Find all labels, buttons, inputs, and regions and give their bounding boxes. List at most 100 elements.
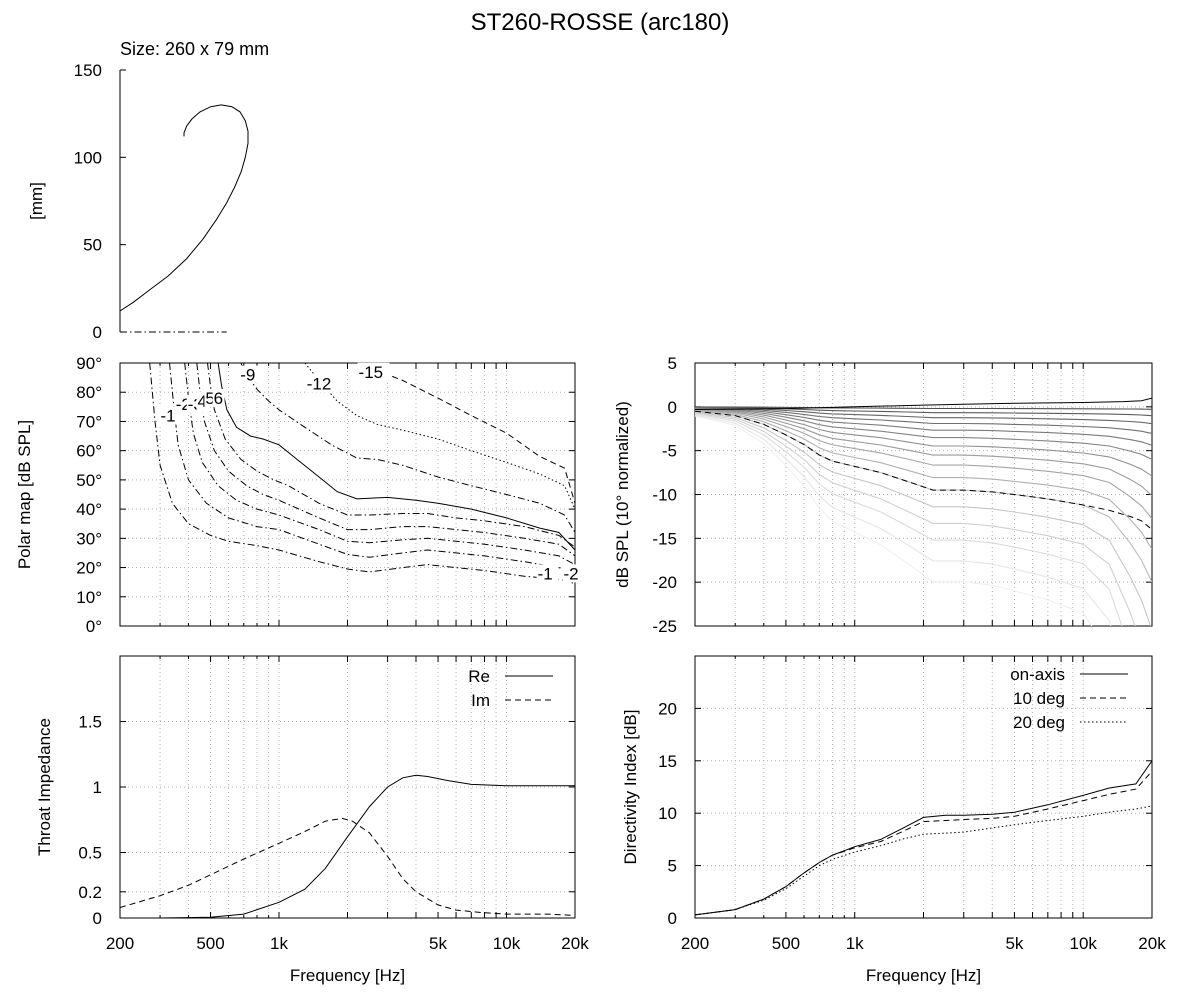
polar-contour-label-bg [239, 365, 262, 384]
directivity-ytick-label: 20 [658, 699, 677, 718]
normalized-ylabel: dB SPL (10° normalized) [613, 401, 632, 588]
polar-ytick-label: 20° [76, 559, 102, 578]
polar-ytick-label: 40° [76, 500, 102, 519]
normalized-ytick-label: -25 [652, 617, 677, 636]
impedance-xtick-label: 500 [196, 934, 224, 953]
directivity-series-10-deg [694, 770, 1153, 916]
figure-title: ST260-ROSSE (arc180) [471, 9, 730, 36]
polar-series--1 [149, 363, 575, 585]
normalized-family-curve [695, 407, 1152, 460]
polar-series-6 [217, 363, 575, 551]
normalized-family-curve [695, 408, 1152, 477]
polar-contour-label: 4 [197, 392, 206, 411]
directivity-xtick-label: 200 [681, 934, 709, 953]
impedance-legend-label: Im [471, 691, 490, 710]
normalized-family-curve [695, 406, 1152, 425]
directivity-legend-label: 20 deg [1013, 713, 1065, 732]
normalized-family-curve [695, 409, 1152, 519]
directivity-xtick-label: 500 [772, 934, 800, 953]
polar-ytick-label: 10° [76, 588, 102, 607]
profile-ytick-label: 50 [83, 236, 102, 255]
directivity-xtick-label: 20k [1138, 934, 1166, 953]
directivity-series-20-deg [694, 805, 1153, 916]
impedance-xtick-label: 1k [270, 934, 288, 953]
polar-series-5 [207, 363, 575, 548]
normalized-ytick-label: -5 [662, 442, 677, 461]
impedance-xtick-label: 20k [561, 934, 589, 953]
normalized-family-curve [695, 411, 1152, 626]
polar-series--15 [365, 363, 575, 504]
normalized-ytick-label: 5 [668, 354, 677, 373]
directivity-xlabel: Frequency [Hz] [866, 966, 981, 985]
polar-series--2 [169, 363, 575, 574]
directivity-xtick-label: 1k [846, 934, 864, 953]
polar-series-4 [196, 363, 575, 557]
polar-ylabel: Polar map [dB SPL] [15, 420, 34, 569]
normalized-frame [694, 362, 1153, 627]
impedance-xtick-label: 5k [429, 934, 447, 953]
normalized-ytick-label: 0 [668, 398, 677, 417]
polar-contour-label: 6 [214, 389, 223, 408]
directivity-ylabel: Directivity Index [dB] [621, 710, 640, 865]
directivity-legend-label: on-axis [1010, 665, 1065, 684]
normalized-ytick-label: -10 [652, 486, 677, 505]
polar-contour-label: -2 [563, 564, 578, 583]
normalized-family-curve [695, 410, 1152, 550]
normalized-family-curve [695, 408, 1152, 497]
polar-ytick-label: 90° [76, 354, 102, 373]
impedance-series-Im [119, 817, 576, 916]
polar-contour-label-bg [536, 564, 559, 583]
directivity-ytick-label: 15 [658, 752, 677, 771]
polar-contour-label-bg [357, 362, 390, 381]
impedance-frame [119, 655, 576, 919]
profile-ylabel: [mm] [27, 182, 46, 220]
polar-contour-label-bg [212, 389, 225, 408]
normalized-series-on-axis [695, 397, 1152, 410]
normalized-family-curve [695, 407, 1152, 446]
polar-contour-label: 5 [205, 389, 214, 408]
polar-ytick-label: 60° [76, 442, 102, 461]
impedance-ytick-label: 1 [93, 778, 102, 797]
polar-series--9 [240, 363, 575, 533]
normalized-ytick-label: -15 [652, 529, 677, 548]
polar-contour-label: -15 [359, 363, 384, 382]
polar-contour-label: -12 [307, 374, 332, 393]
normalized-family-curve [695, 415, 1093, 626]
profile-ytick-label: 150 [74, 61, 102, 80]
polar-ytick-label: 80° [76, 383, 102, 402]
polar-ytick-label: 50° [76, 471, 102, 490]
polar-contour-label: -9 [240, 366, 255, 385]
directivity-frame [694, 655, 1153, 919]
size-label: Size: 260 x 79 mm [120, 39, 269, 59]
polar-contour-label-bg [562, 564, 585, 583]
polar-contour-label-bg [305, 374, 338, 393]
polar-ytick-label: 70° [76, 412, 102, 431]
directivity-xtick-label: 5k [1005, 934, 1023, 953]
polar-frame [119, 362, 576, 627]
profile-ytick-label: 0 [93, 323, 102, 342]
impedance-xtick-label: 10k [493, 934, 521, 953]
impedance-ytick-label: 0.2 [78, 883, 102, 902]
impedance-series-Re [120, 774, 575, 919]
polar-ytick-label: 0° [86, 617, 102, 636]
polar-contour-label: -1 [160, 407, 175, 426]
profile-series-0 [119, 104, 249, 312]
normalized-family-curve [695, 412, 1136, 626]
polar-series--12 [304, 363, 575, 510]
polar-contour-label: -1 [538, 564, 553, 583]
directivity-ytick-label: 10 [658, 804, 677, 823]
directivity-xtick-label: 10k [1070, 934, 1098, 953]
impedance-ytick-label: 1.5 [78, 713, 102, 732]
polar-ytick-label: 30° [76, 529, 102, 548]
normalized-family-curve [695, 414, 1112, 626]
normalized-family-curve [695, 413, 1123, 626]
directivity-legend-label: 10 deg [1013, 689, 1065, 708]
impedance-ylabel: Throat Impedance [35, 718, 54, 856]
polar-series--3 [184, 363, 575, 566]
profile-ytick-label: 100 [74, 148, 102, 167]
impedance-xtick-label: 200 [106, 934, 134, 953]
directivity-ytick-label: 0 [668, 909, 677, 928]
impedance-ytick-label: 0 [93, 909, 102, 928]
